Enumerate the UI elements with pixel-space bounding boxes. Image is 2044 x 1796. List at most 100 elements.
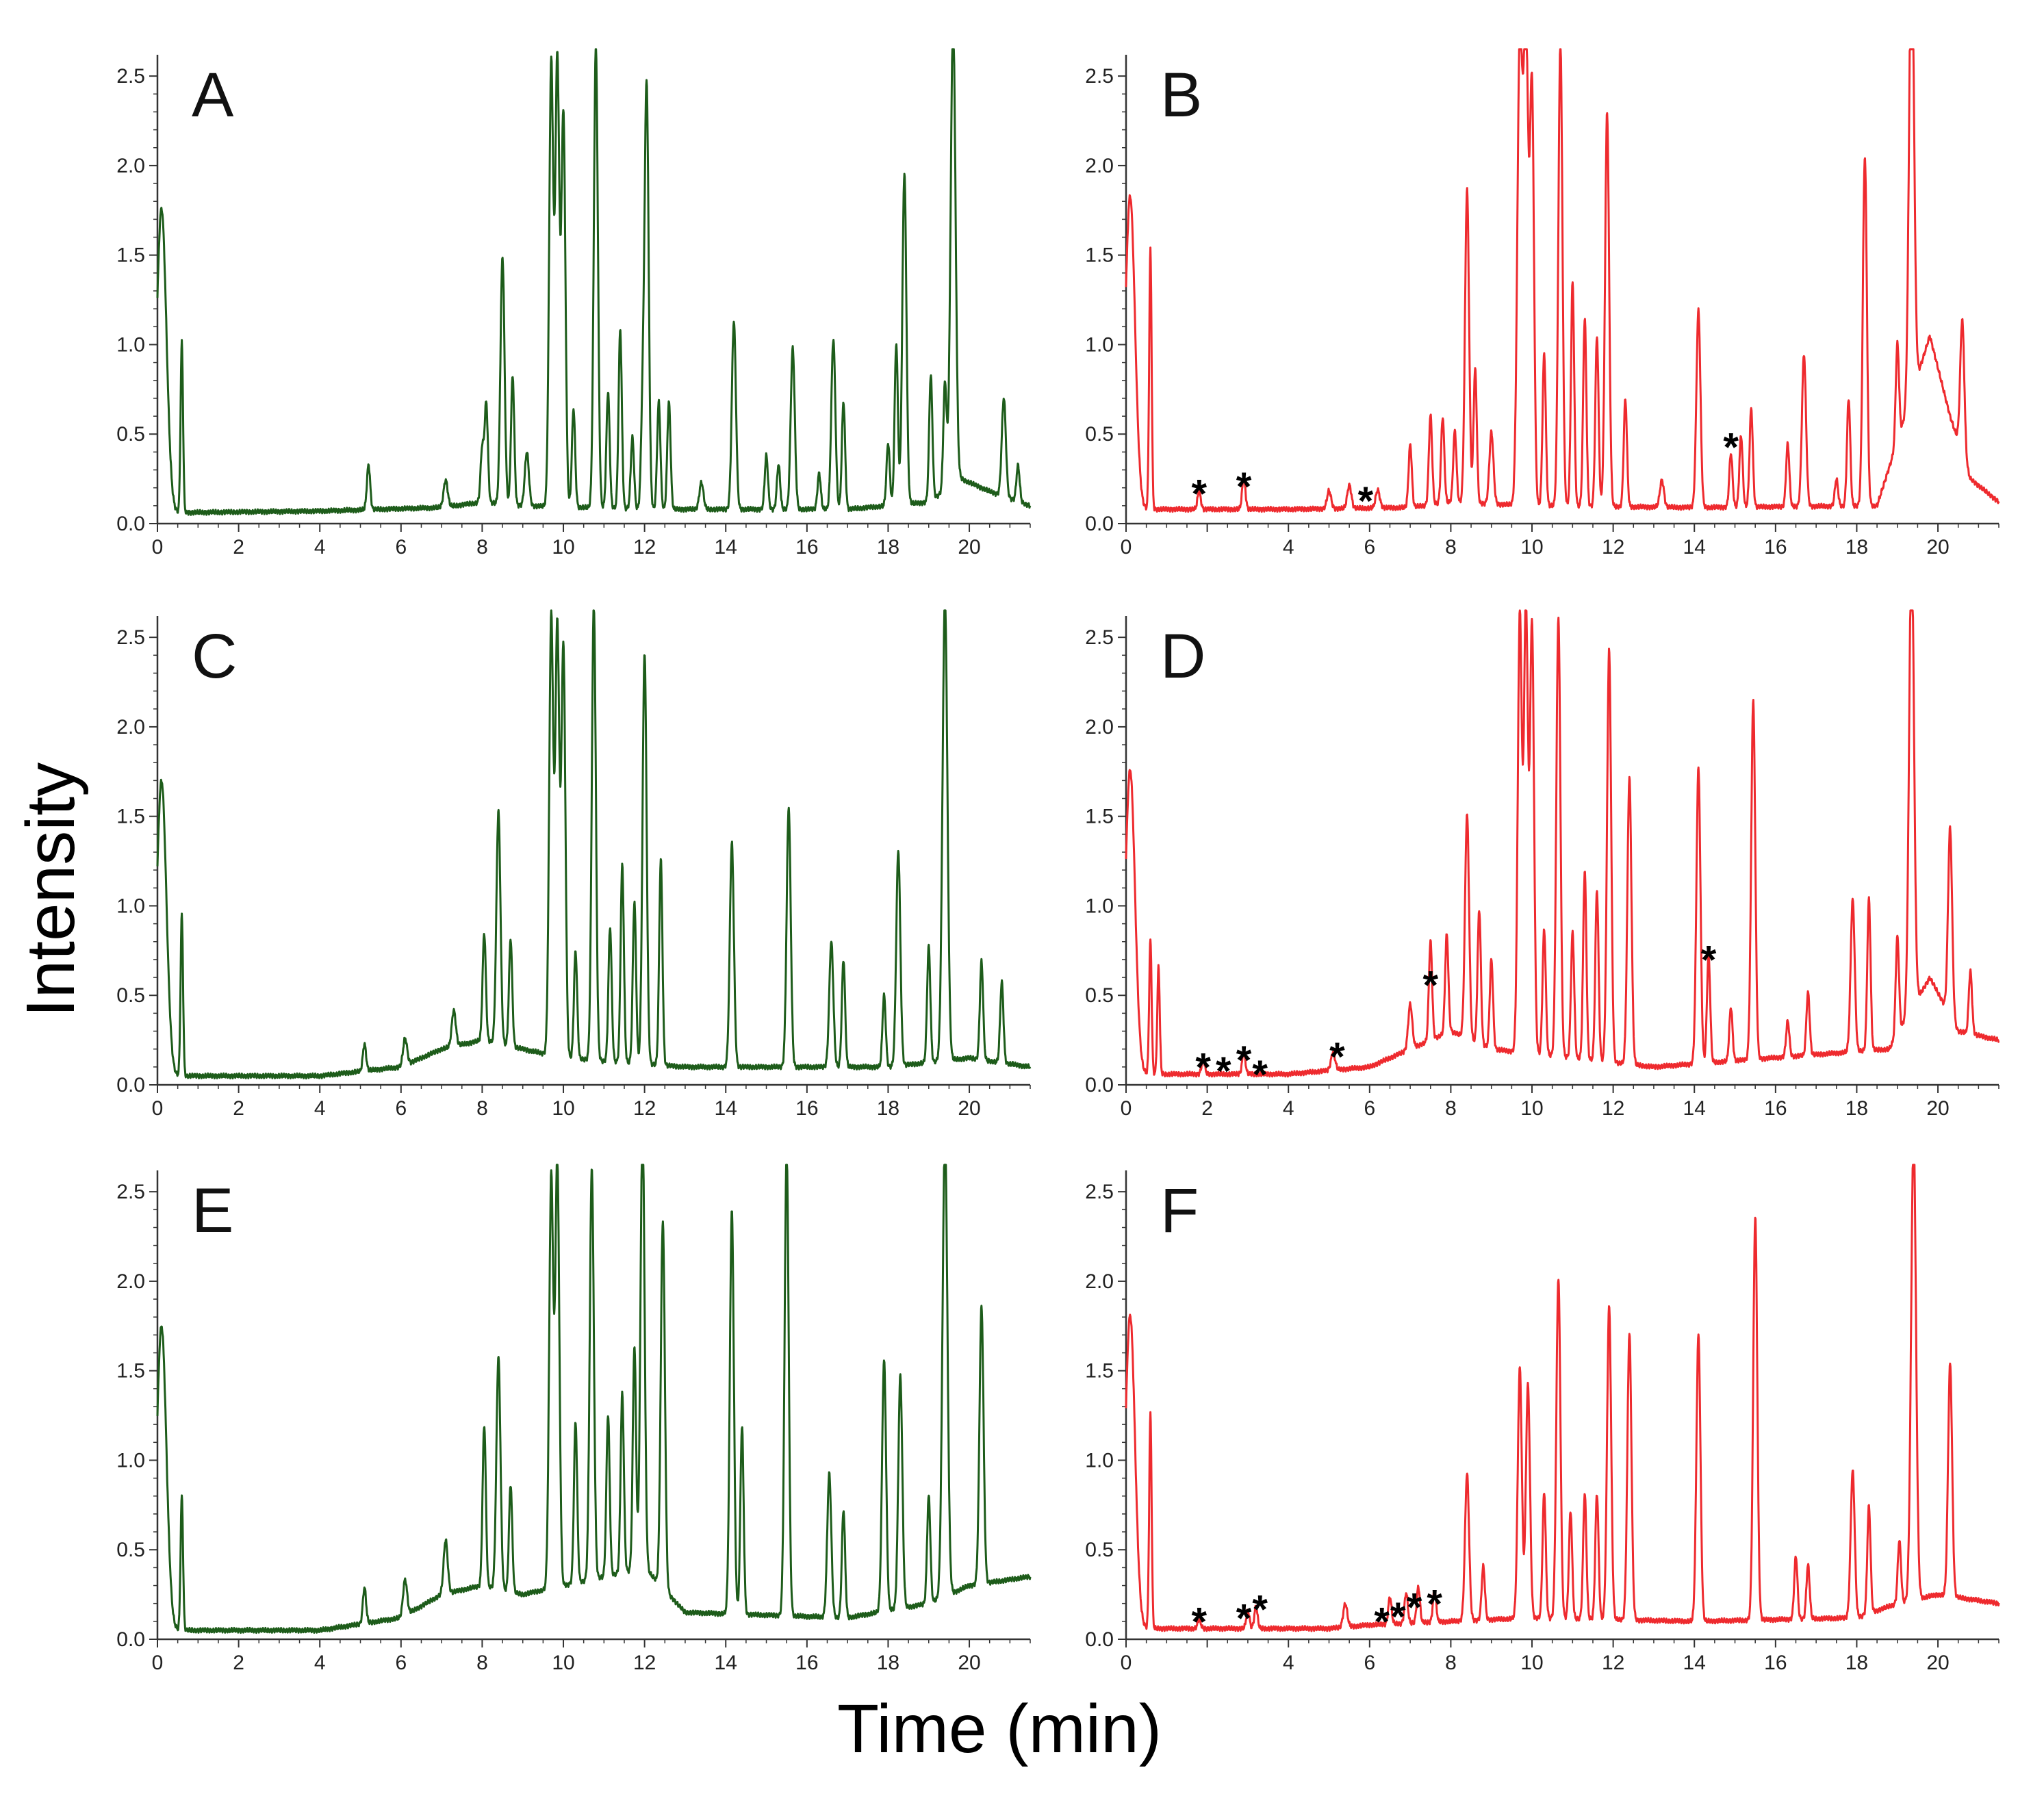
y-tick-label: 0.0: [116, 1074, 145, 1096]
peak-asterisk: *: [1252, 1053, 1268, 1097]
y-tick-label: 1.0: [116, 895, 145, 917]
y-tick-label: 2.5: [116, 65, 145, 88]
x-tick-label: 20: [1926, 536, 1949, 559]
x-tick-label: 0: [152, 536, 164, 559]
x-tick-label: 12: [1602, 1652, 1624, 1674]
x-tick-label: 8: [476, 536, 488, 559]
x-tick-label: 4: [314, 1652, 326, 1674]
chromatogram-trace: [1125, 1164, 2000, 1632]
y-tick-label: 0.5: [116, 984, 145, 1007]
x-tick-label: 6: [1364, 1652, 1375, 1674]
x-tick-label: 6: [395, 1652, 407, 1674]
x-tick-label: 8: [1445, 1652, 1457, 1674]
x-tick-label: 0: [152, 1097, 164, 1120]
peak-asterisk: *: [1216, 1049, 1231, 1094]
peak-asterisk: *: [1195, 1046, 1211, 1090]
x-tick-label: 16: [1764, 1652, 1787, 1674]
panel-d: 0.00.51.01.52.02.50 2 4 6 8 10 12 14 16 18 20* * * * *…: [1085, 609, 2000, 1120]
y-tick-label: 0.0: [1085, 1074, 1114, 1096]
x-tick-label: 8: [1445, 536, 1457, 559]
y-tick-label: 0.5: [116, 423, 145, 446]
x-tick-label: 2: [233, 536, 244, 559]
chromatogram-trace: [156, 1164, 1032, 1634]
x-tick-label: 12: [633, 536, 656, 559]
chromatogram-trace: [1125, 48, 2000, 513]
y-tick-label: 1.0: [116, 333, 145, 356]
y-tick-label: 2.5: [1085, 65, 1114, 88]
peak-asterisk: *: [1407, 1586, 1422, 1630]
peak-asterisk: *: [1390, 1595, 1406, 1639]
x-tick-label: 6: [395, 1097, 407, 1120]
x-axis-title: Time (min): [837, 1691, 1162, 1767]
x-tick-label: 4: [314, 536, 326, 559]
x-tick-label: 14: [1683, 1097, 1706, 1120]
peak-asterisk: *: [1374, 1600, 1390, 1645]
y-tick-label: 1.5: [1085, 806, 1114, 828]
y-tick-label: 2.0: [116, 716, 145, 739]
x-tick-label: 4: [1283, 1652, 1294, 1674]
x-tick-label: 18: [877, 536, 899, 559]
x-tick-label: 8: [1445, 1097, 1457, 1120]
x-tick-label: 18: [1845, 536, 1868, 559]
y-tick-label: 2.0: [116, 155, 145, 177]
panel-letter: E: [192, 1176, 233, 1246]
panel-letter: A: [192, 60, 234, 130]
x-tick-label: 2: [233, 1652, 244, 1674]
x-tick-label: 6: [1364, 1097, 1375, 1120]
x-tick-label: 14: [1683, 536, 1706, 559]
x-tick-label: 20: [958, 536, 980, 559]
chromatogram-trace: [1125, 609, 2000, 1078]
y-tick-label: 1.5: [116, 1360, 145, 1383]
chromatogram-trace: [156, 48, 1032, 516]
y-axis-title: Intensity: [12, 762, 89, 1017]
y-tick-label: 0.5: [1085, 984, 1114, 1007]
y-tick-label: 0.5: [1085, 1539, 1114, 1561]
x-tick-label: 0: [1121, 1652, 1132, 1674]
peak-asterisk: *: [1701, 938, 1717, 983]
x-tick-label: 10: [552, 1652, 574, 1674]
x-tick-label: 16: [795, 536, 818, 559]
x-tick-label: 4: [1283, 1097, 1294, 1120]
panels: 0.00.51.01.52.02.50 2 4 6 8 10 12 14 16 18 20A0.00…: [116, 48, 2000, 1674]
peak-asterisk: *: [1329, 1035, 1345, 1079]
x-tick-label: 6: [395, 536, 407, 559]
y-tick-label: 1.5: [116, 806, 145, 828]
x-tick-label: 16: [795, 1652, 818, 1674]
y-tick-label: 1.0: [1085, 895, 1114, 917]
x-tick-label: 12: [633, 1097, 656, 1120]
y-tick-label: 0.0: [116, 1628, 145, 1651]
x-tick-label: 6: [1364, 536, 1375, 559]
panel-letter: D: [1160, 621, 1205, 691]
peak-asterisk: *: [1236, 1596, 1252, 1641]
peak-asterisk: *: [1191, 472, 1207, 516]
x-tick-label: 18: [1845, 1097, 1868, 1120]
x-tick-label: 16: [1764, 536, 1787, 559]
panel-letter: B: [1160, 60, 1202, 130]
y-tick-label: 2.0: [1085, 155, 1114, 177]
x-tick-label: 16: [1764, 1097, 1787, 1120]
x-tick-label: 0: [152, 1652, 164, 1674]
peak-asterisk: *: [1236, 1038, 1252, 1083]
x-tick-label: 12: [1602, 1097, 1624, 1120]
y-tick-label: 0.0: [1085, 513, 1114, 535]
peak-asterisk: *: [1236, 465, 1252, 509]
y-tick-label: 1.0: [1085, 1449, 1114, 1472]
x-tick-label: 16: [795, 1097, 818, 1120]
x-tick-label: 12: [1602, 536, 1624, 559]
chromatogram-trace: [156, 609, 1032, 1080]
x-tick-label: 10: [1520, 1652, 1543, 1674]
x-tick-label: 18: [877, 1097, 899, 1120]
y-tick-label: 2.5: [1085, 626, 1114, 649]
y-tick-label: 0.5: [1085, 423, 1114, 446]
peak-asterisk: *: [1422, 963, 1438, 1008]
panel-c: 0.0 0.5 1.0 1.5 2.0 2.5 0 2 4 6 8 10 12 14 16 18 20 C: [116, 609, 1032, 1120]
x-tick-label: 10: [552, 536, 574, 559]
x-tick-label: 10: [1520, 1097, 1543, 1120]
peak-asterisk: *: [1723, 425, 1739, 470]
y-tick-label: 0.0: [116, 513, 145, 535]
y-tick-label: 2.0: [1085, 1270, 1114, 1293]
panel-b: 0.0 0.5 1.0 1.5 2.0 2.5 0 4 6 8 10 12 14 16 18 20 * * * * B: [1085, 48, 2000, 559]
x-tick-label: 0: [1121, 1097, 1132, 1120]
y-tick-label: 2.5: [116, 1181, 145, 1203]
